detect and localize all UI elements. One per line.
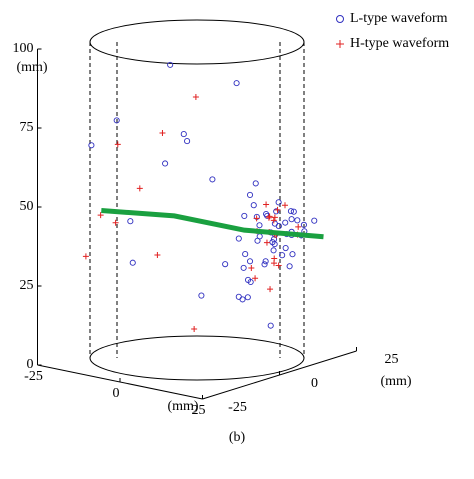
data-point — [279, 252, 286, 259]
data-point — [129, 259, 136, 266]
data-point — [244, 294, 251, 301]
z-tick-label: 50 — [20, 199, 34, 214]
data-point — [263, 239, 270, 246]
data-point — [246, 258, 254, 265]
data-point — [154, 252, 161, 259]
data-point — [289, 251, 296, 258]
x-axis-label: (mm) — [167, 399, 198, 414]
data-point — [244, 276, 252, 283]
data-point — [184, 138, 191, 145]
data-point — [252, 180, 259, 187]
y-tick-label: 25 — [385, 352, 399, 367]
data-point — [253, 215, 260, 222]
data-point — [242, 251, 249, 258]
data-point — [300, 221, 307, 228]
z-tick-label: 100 — [13, 41, 34, 56]
data-point — [254, 237, 261, 244]
data-point — [270, 236, 278, 243]
data-point — [192, 94, 199, 100]
data-point — [235, 293, 242, 300]
data-point — [239, 296, 246, 303]
y-tick-label: -25 — [228, 400, 247, 415]
data-point — [262, 258, 269, 265]
cylinder-ellipse — [89, 335, 305, 381]
data-point — [288, 216, 295, 223]
z-tick-label: 25 — [20, 278, 34, 293]
data-point — [222, 261, 229, 268]
data-point — [250, 202, 257, 209]
data-point — [88, 142, 95, 149]
x-tick-label: 25 — [192, 403, 206, 418]
data-point — [180, 131, 187, 138]
data-point — [246, 191, 254, 198]
data-point — [159, 129, 166, 136]
data-point — [240, 264, 247, 271]
data-point — [261, 261, 268, 268]
legend-marker — [336, 40, 344, 48]
legend-label: H-type waveform — [350, 36, 449, 51]
data-point — [269, 239, 276, 246]
data-point — [136, 185, 143, 192]
data-point — [256, 222, 263, 229]
data-point — [271, 214, 278, 221]
data-point — [114, 141, 121, 148]
y-axis-label: (mm) — [380, 374, 411, 389]
data-point — [282, 202, 288, 209]
data-point — [311, 217, 318, 224]
data-point — [265, 214, 272, 221]
legend-label: L-type waveform — [350, 11, 448, 26]
data-point — [252, 275, 259, 282]
data-point — [270, 247, 277, 254]
data-point — [167, 61, 174, 68]
data-point — [271, 220, 278, 227]
data-point — [270, 217, 277, 224]
data-point — [275, 199, 282, 206]
data-point — [282, 244, 289, 252]
data-point — [127, 218, 134, 225]
z-axis-label: (mm) — [16, 60, 47, 75]
data-point — [286, 263, 293, 270]
legend-marker — [336, 15, 344, 23]
data-point — [263, 201, 270, 208]
data-point — [287, 208, 294, 215]
data-point — [235, 235, 242, 242]
data-point — [266, 213, 273, 220]
data-point — [191, 326, 198, 332]
data-point — [248, 264, 255, 271]
data-point — [241, 212, 248, 219]
data-point — [273, 208, 280, 215]
data-point — [271, 255, 278, 262]
data-point — [113, 117, 120, 124]
data-point — [295, 223, 302, 230]
data-point — [209, 176, 216, 183]
data-point — [82, 253, 89, 260]
data-point — [162, 160, 169, 167]
z-tick-label: 0 — [27, 357, 34, 372]
cylinder-ellipse — [89, 19, 305, 65]
data-point — [290, 208, 297, 215]
data-point — [294, 217, 301, 224]
trend-line — [101, 208, 324, 240]
data-point — [198, 292, 205, 299]
data-point — [112, 219, 119, 226]
data-point — [233, 80, 240, 87]
data-point — [274, 206, 281, 213]
data-point — [267, 286, 274, 293]
y-tick-label: 0 — [311, 376, 318, 391]
data-point — [275, 262, 282, 269]
x-tick-label: 0 — [113, 386, 120, 401]
z-tick-label: 75 — [20, 120, 34, 135]
caption: (b) — [229, 430, 246, 445]
data-point — [97, 212, 104, 219]
data-point — [282, 219, 289, 226]
data-point — [267, 322, 274, 329]
x-tick-label: -25 — [24, 369, 43, 384]
